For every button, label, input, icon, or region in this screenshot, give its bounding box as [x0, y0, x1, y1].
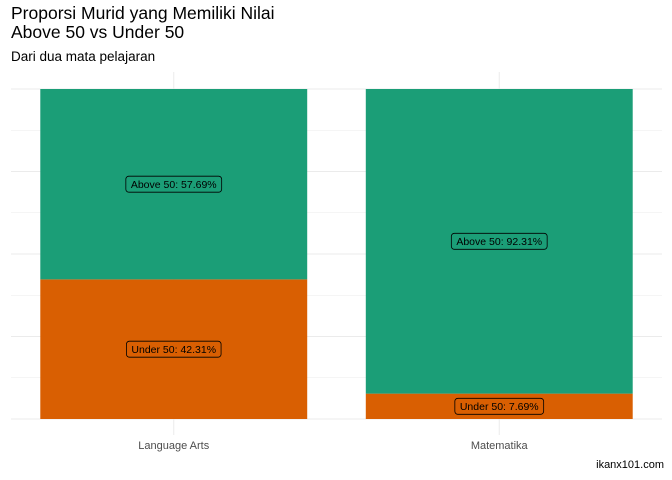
bar-above-1 [40, 89, 308, 280]
bar-label-text: Above 50: 57.69% [131, 179, 217, 191]
bar-label-text: Above 50: 92.31% [456, 236, 542, 248]
bars [40, 89, 633, 419]
chart-title-line-2: Above 50 vs Under 50 [11, 22, 185, 42]
chart-title-line-1: Proporsi Murid yang Memiliki Nilai [11, 3, 275, 23]
bar-label-box [126, 340, 222, 358]
bar-label-box [450, 232, 548, 250]
bar-label-text: Under 50: 42.31% [131, 344, 216, 356]
caption: ikanx101.com [596, 459, 664, 471]
bar-label-above-1: Above 50: 57.69% [125, 175, 223, 193]
bar-label-box [125, 175, 223, 193]
bar-label-under-1: Under 50: 42.31% [126, 340, 222, 358]
x-tick-label-2: Matematika [471, 440, 529, 452]
bar-above-2 [365, 89, 633, 394]
chart-subtitle: Dari dua mata pelajaran [11, 49, 156, 64]
x-axis-tick-labels: Language Arts Matematika [138, 440, 528, 452]
bar-under-1 [40, 279, 308, 419]
bar-label-under-2: Under 50: 7.69% [454, 397, 545, 415]
bar-label-box [454, 397, 545, 415]
bar-under-2 [365, 393, 633, 419]
bar-labels: Under 50: 42.31% Above 50: 57.69% Under 50… [125, 175, 548, 415]
x-tick-label-1: Language Arts [138, 440, 209, 452]
chart-title: Proporsi Murid yang Memiliki Nilai Above… [11, 4, 275, 42]
bar-label-text: Under 50: 7.69% [460, 401, 539, 413]
bar-label-above-2: Above 50: 92.31% [450, 232, 548, 250]
